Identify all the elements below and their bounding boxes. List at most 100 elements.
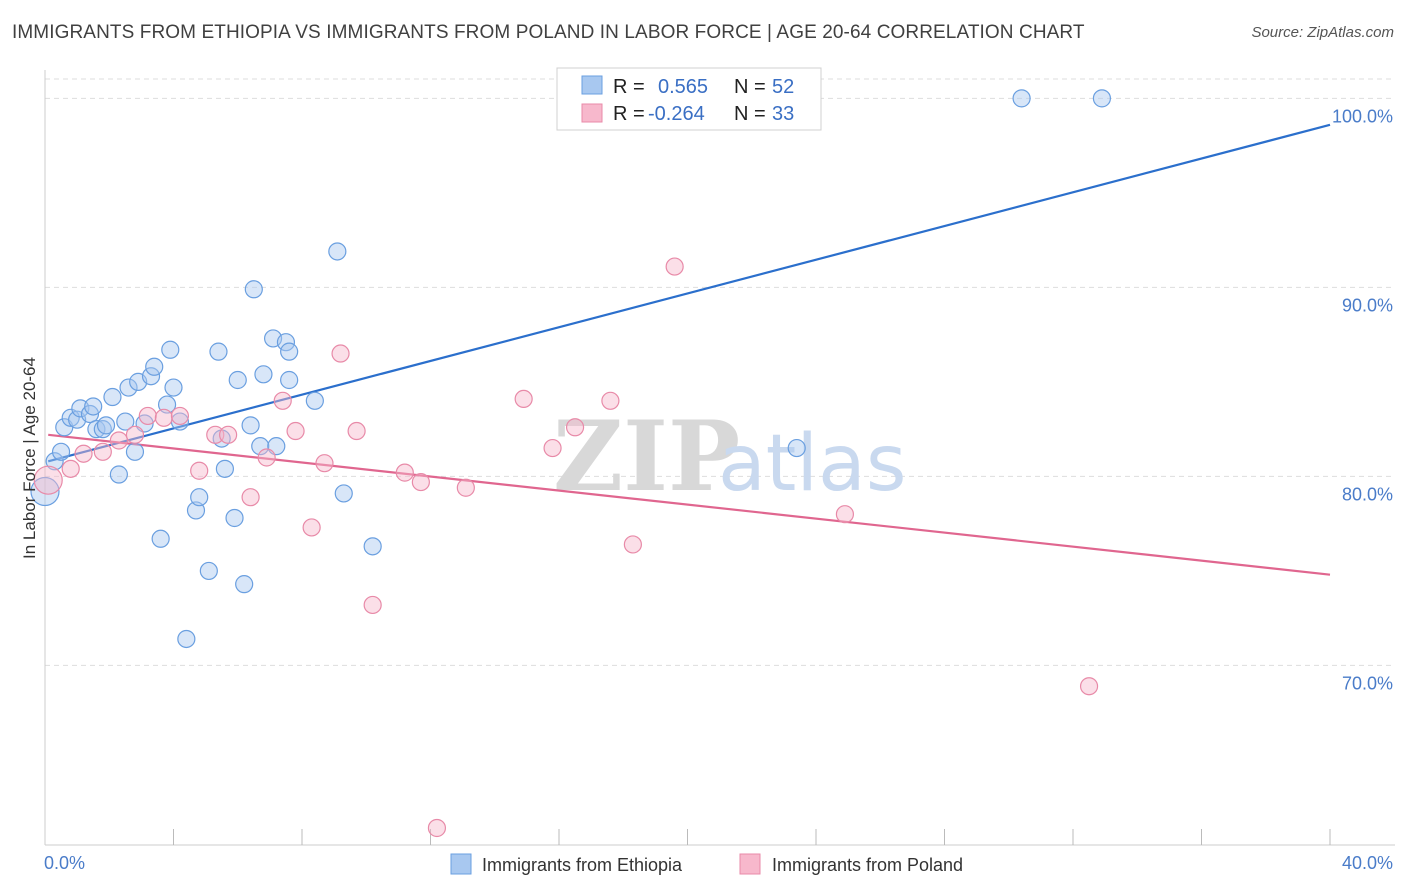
point-poland-29 xyxy=(623,535,642,554)
point-ethiopia-0 xyxy=(30,476,60,507)
point-ethiopia-9 xyxy=(87,420,106,439)
point-poland-5 xyxy=(125,425,145,444)
legend-n-label-poland: N = xyxy=(734,103,766,125)
point-ethiopia-11 xyxy=(96,416,116,435)
point-poland-11 xyxy=(219,425,238,444)
source-label: Source: ZipAtlas.com xyxy=(1251,24,1394,41)
point-ethiopia-29 xyxy=(199,561,218,581)
watermark-zip: ZIP xyxy=(553,400,740,513)
scatter-points xyxy=(30,89,1112,838)
point-ethiopia-37 xyxy=(244,280,263,299)
point-poland-21 xyxy=(395,463,414,482)
point-ethiopia-21 xyxy=(151,529,170,548)
point-poland-8 xyxy=(170,406,190,426)
point-poland-6 xyxy=(138,406,157,426)
y-tick-labels: 70.0% 80.0% 90.0% 100.0% xyxy=(1332,106,1393,693)
point-ethiopia-44 xyxy=(280,342,299,361)
point-poland-10 xyxy=(206,425,225,444)
point-ethiopia-12 xyxy=(103,387,122,407)
x-tick-labels: 0.0% 40.0% xyxy=(44,853,1393,873)
point-ethiopia-26 xyxy=(177,629,196,649)
point-poland-30 xyxy=(665,257,684,276)
watermark: ZIP atlas xyxy=(553,400,907,513)
point-poland-9 xyxy=(190,461,209,480)
point-poland-17 xyxy=(315,454,334,473)
point-ethiopia-50 xyxy=(1012,89,1031,108)
point-ethiopia-32 xyxy=(215,459,234,478)
y-tick-label-80: 80.0% xyxy=(1342,484,1393,504)
point-poland-27 xyxy=(565,418,585,437)
bottom-legend-swatch-ethiopia xyxy=(450,853,472,875)
point-poland-19 xyxy=(347,421,366,441)
y-axis-label: In Labor Force | Age 20-64 xyxy=(20,357,39,559)
legend-n-label-ethiopia: N = xyxy=(734,76,766,98)
point-ethiopia-15 xyxy=(119,378,138,397)
point-poland-12 xyxy=(241,488,260,507)
point-ethiopia-35 xyxy=(235,575,254,594)
point-poland-20 xyxy=(363,595,382,615)
legend-swatch-ethiopia xyxy=(581,75,603,95)
point-ethiopia-45 xyxy=(305,391,324,410)
point-poland-32 xyxy=(1079,677,1099,696)
point-ethiopia-48 xyxy=(363,537,382,556)
point-ethiopia-16 xyxy=(125,442,145,461)
point-ethiopia-47 xyxy=(334,484,353,503)
point-ethiopia-23 xyxy=(161,340,180,359)
correlation-legend: R = 0.565 N = 52 R = -0.264 N = 33 xyxy=(556,67,822,131)
point-ethiopia-24 xyxy=(164,378,183,397)
point-poland-26 xyxy=(543,438,562,458)
point-ethiopia-8 xyxy=(84,397,103,416)
point-ethiopia-49 xyxy=(787,438,806,458)
point-ethiopia-2 xyxy=(51,442,71,461)
point-ethiopia-30 xyxy=(209,342,228,361)
point-ethiopia-46 xyxy=(328,242,347,261)
point-ethiopia-1 xyxy=(45,452,64,471)
point-poland-13 xyxy=(257,448,276,467)
point-poland-2 xyxy=(74,444,93,463)
x-tick-label-min: 0.0% xyxy=(44,853,85,873)
y-tick-label-70: 70.0% xyxy=(1342,673,1393,693)
trend-line-ethiopia xyxy=(47,123,1331,463)
legend-r-label-poland: R = xyxy=(613,103,645,125)
point-poland-18 xyxy=(331,344,350,363)
watermark-atlas: atlas xyxy=(718,419,907,509)
point-poland-23 xyxy=(427,818,447,838)
point-poland-24 xyxy=(456,478,475,497)
point-ethiopia-13 xyxy=(109,465,128,484)
point-poland-16 xyxy=(302,518,321,537)
point-ethiopia-4 xyxy=(61,408,80,427)
point-poland-4 xyxy=(109,431,128,450)
point-ethiopia-20 xyxy=(145,357,164,376)
point-poland-15 xyxy=(286,421,305,441)
point-poland-31 xyxy=(835,505,855,524)
point-ethiopia-39 xyxy=(254,365,273,384)
point-ethiopia-36 xyxy=(241,416,260,435)
point-poland-22 xyxy=(411,472,430,492)
point-poland-28 xyxy=(601,391,620,410)
point-poland-25 xyxy=(514,389,533,409)
chart-title: IMMIGRANTS FROM ETHIOPIA VS IMMIGRANTS F… xyxy=(12,22,1085,43)
bottom-legend-label-poland: Immigrants from Poland xyxy=(772,855,963,875)
trend-line-poland xyxy=(48,433,1331,576)
point-ethiopia-33 xyxy=(225,508,244,528)
legend-swatch-poland xyxy=(581,103,603,123)
y-tick-label-100: 100.0% xyxy=(1332,106,1393,126)
y-tick-label-90: 90.0% xyxy=(1342,295,1393,315)
x-tick-label-max: 40.0% xyxy=(1342,853,1393,873)
point-ethiopia-28 xyxy=(190,488,209,507)
legend-r-label-ethiopia: R = xyxy=(613,76,645,98)
point-ethiopia-14 xyxy=(116,412,135,431)
point-poland-3 xyxy=(93,442,112,461)
bottom-legend-swatch-poland xyxy=(739,853,761,875)
legend-n-value-ethiopia: 52 xyxy=(772,76,794,98)
point-ethiopia-38 xyxy=(251,437,270,456)
point-ethiopia-34 xyxy=(228,370,247,390)
bottom-legend-label-ethiopia: Immigrants from Ethiopia xyxy=(482,855,683,875)
point-poland-0 xyxy=(33,465,63,495)
series-legend: Immigrants from Ethiopia Immigrants from… xyxy=(450,853,963,875)
point-poland-1 xyxy=(61,459,80,478)
trend-lines xyxy=(47,123,1331,576)
point-poland-14 xyxy=(273,391,292,410)
axes xyxy=(44,70,1395,846)
